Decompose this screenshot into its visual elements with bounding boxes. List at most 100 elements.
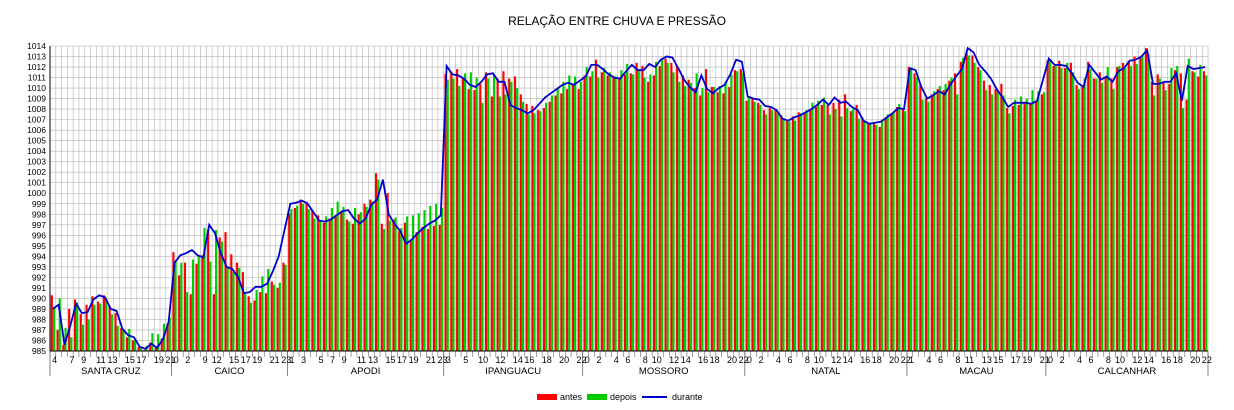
bar-depois xyxy=(1100,82,1104,351)
line-series xyxy=(52,46,1206,350)
bar-antes xyxy=(838,99,841,351)
bar-antes xyxy=(548,101,551,351)
bar-antes xyxy=(1116,67,1119,351)
bar-antes xyxy=(108,306,111,351)
bar-antes xyxy=(942,90,945,351)
bar-depois xyxy=(139,347,142,351)
bar-antes xyxy=(241,272,244,351)
bar-antes xyxy=(270,281,273,351)
x-tick-label: 9 xyxy=(342,355,347,365)
bar-antes xyxy=(386,193,389,351)
bar-depois xyxy=(469,72,472,352)
category-label: APODI xyxy=(351,366,381,377)
bar-depois xyxy=(1002,95,1005,352)
y-tick-label: 989 xyxy=(32,304,46,314)
x-tick-label: 0 xyxy=(174,355,179,365)
bar-antes xyxy=(282,262,285,351)
bar-antes xyxy=(872,122,876,351)
x-tick-label: 13 xyxy=(108,355,118,365)
bar-antes xyxy=(154,346,158,351)
bar-antes xyxy=(815,107,818,351)
bar-depois xyxy=(1129,65,1132,351)
legend-label-durante: durante xyxy=(672,392,703,402)
y-tick-label: 1006 xyxy=(27,125,46,135)
bar-depois xyxy=(649,74,652,352)
bar-antes xyxy=(427,229,430,351)
bar-depois xyxy=(1193,72,1196,352)
bar-depois xyxy=(539,111,542,351)
x-tick-label: 22 xyxy=(901,355,911,365)
bar-antes xyxy=(357,214,360,351)
bar-depois xyxy=(267,268,270,351)
bar-depois xyxy=(249,302,252,351)
grid-lines xyxy=(49,45,1209,352)
bar-depois xyxy=(973,62,976,352)
bar-antes xyxy=(768,108,771,351)
y-tick-label: 995 xyxy=(32,241,46,251)
bar-depois xyxy=(805,110,808,351)
bar-antes xyxy=(409,239,412,351)
bar-antes xyxy=(346,219,349,351)
bar-depois xyxy=(1089,69,1092,351)
bar-depois xyxy=(307,209,310,351)
bar-depois xyxy=(712,87,716,351)
bar-antes xyxy=(670,62,673,352)
bar-antes xyxy=(1197,76,1200,351)
x-tick-label: 11 xyxy=(965,355,974,365)
bar-depois xyxy=(562,81,565,352)
x-tick-label: 4 xyxy=(52,355,57,365)
bar-antes xyxy=(160,338,163,351)
x-tick-label: 6 xyxy=(625,355,630,365)
bar-depois xyxy=(1181,108,1185,351)
bar-depois xyxy=(1118,65,1121,351)
bar-depois xyxy=(423,210,426,351)
bar-antes xyxy=(79,314,82,351)
x-tick-label: 10 xyxy=(814,355,824,365)
category-label: SANTA CRUZ xyxy=(81,366,141,377)
bar-depois xyxy=(840,116,843,351)
bar-antes xyxy=(710,87,713,351)
bar-depois xyxy=(655,61,658,351)
bar-antes xyxy=(50,295,53,351)
bar-antes xyxy=(733,70,737,352)
bar-antes xyxy=(1098,72,1101,352)
x-tick-label: 2 xyxy=(185,355,190,365)
bar-antes xyxy=(1011,105,1015,351)
bar-antes xyxy=(421,226,424,351)
bar-antes xyxy=(149,342,152,351)
bar-antes xyxy=(531,105,534,351)
bar-antes xyxy=(687,79,690,351)
bar-antes xyxy=(1087,61,1090,351)
y-axis-ticks: 9859869879889899909919929939949959969979… xyxy=(27,41,46,356)
bar-depois xyxy=(186,292,189,351)
y-tick-label: 1002 xyxy=(27,167,46,177)
bar-depois xyxy=(620,70,623,352)
category-label: IPANGUACU xyxy=(485,366,541,377)
bar-antes xyxy=(1092,78,1096,351)
bar-depois xyxy=(718,85,721,351)
bar-depois xyxy=(678,81,681,352)
bar-depois xyxy=(1187,58,1190,351)
bar-depois xyxy=(898,103,901,352)
x-tick-label: 0 xyxy=(585,355,590,365)
x-axis-ticks: 4 7 9 11 13 15 17 19 210 2 9 12 15 17 19 21 231 3 5 7 9 11 13 1… xyxy=(52,355,1212,365)
bar-depois xyxy=(927,101,930,351)
bar-antes xyxy=(1121,62,1125,352)
x-tick-label: 8 xyxy=(643,355,648,365)
bar-depois xyxy=(1031,90,1034,351)
bar-depois xyxy=(191,259,194,351)
bar-antes xyxy=(635,62,638,352)
bar-depois xyxy=(944,83,947,352)
y-tick-label: 994 xyxy=(32,251,46,261)
bar-antes xyxy=(595,59,598,351)
bar-antes xyxy=(606,75,609,351)
y-tick-label: 990 xyxy=(32,293,46,303)
x-tick-label: 0 xyxy=(1048,355,1053,365)
bar-depois xyxy=(411,215,415,351)
bar-depois xyxy=(921,99,924,351)
bar-antes xyxy=(525,103,528,352)
bar-antes xyxy=(276,287,279,351)
bar-antes xyxy=(1023,101,1026,351)
bar-depois xyxy=(174,260,177,351)
